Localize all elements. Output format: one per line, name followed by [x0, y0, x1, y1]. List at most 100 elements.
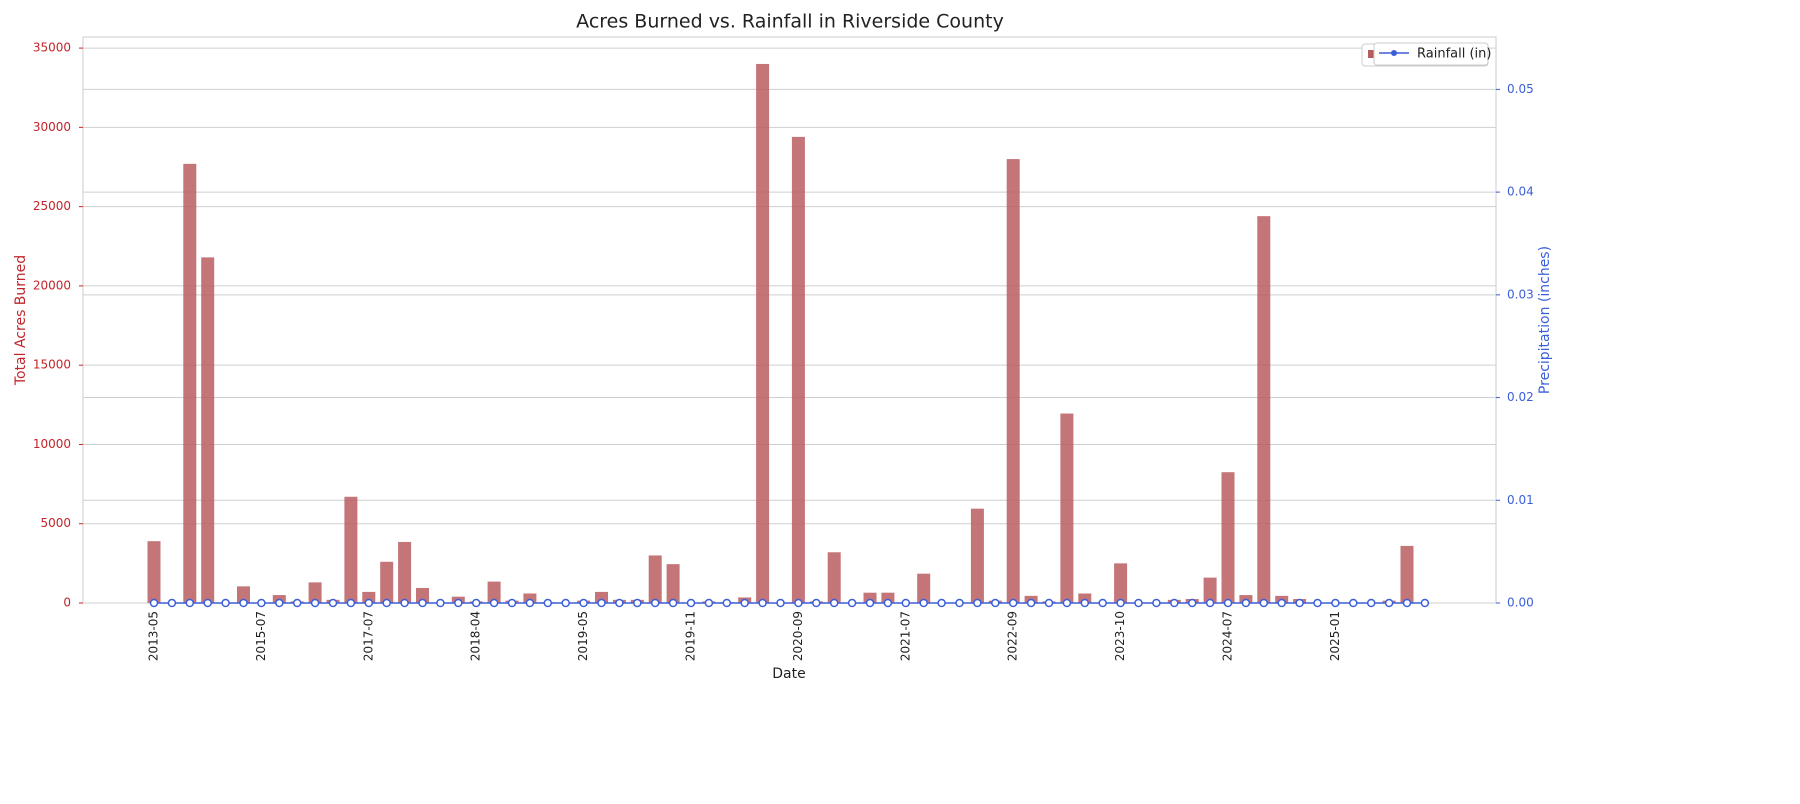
x-tick-label: 2019-11 — [684, 611, 698, 661]
y-tick-label: 35000 — [33, 41, 71, 55]
marker — [1098, 598, 1107, 608]
bar — [398, 541, 412, 603]
marker — [1223, 598, 1233, 608]
marker — [1349, 598, 1358, 608]
marker — [615, 598, 624, 608]
marker — [955, 598, 964, 608]
marker — [1241, 598, 1251, 608]
marker — [865, 598, 875, 608]
bar — [147, 541, 161, 603]
marker — [776, 598, 785, 608]
bar — [1078, 593, 1092, 603]
marker — [221, 598, 230, 608]
bar — [756, 63, 770, 603]
bar — [237, 586, 250, 603]
x-tick-label: 2023-10 — [1113, 611, 1127, 661]
chart-title: Acres Burned vs. Rainfall in Riverside C… — [576, 11, 1004, 33]
x-tick-label: 2020-09 — [791, 611, 805, 661]
x-tick-label: 2017-07 — [361, 611, 375, 661]
marker — [507, 598, 517, 608]
marker — [722, 598, 732, 608]
marker — [704, 598, 714, 608]
marker — [812, 598, 821, 608]
marker — [1062, 598, 1072, 608]
bar — [863, 592, 877, 603]
marker — [382, 598, 391, 608]
marker — [901, 598, 911, 608]
bar — [1006, 159, 1020, 603]
x-tick-label: 2025-01 — [1328, 611, 1342, 661]
marker — [400, 598, 409, 608]
x-axis-label: Date — [772, 666, 805, 682]
legend-label: Rainfall (in) — [1417, 47, 1491, 62]
marker — [937, 598, 946, 608]
bar — [917, 573, 931, 603]
bar — [344, 496, 358, 603]
y2-tick-label: 0.05 — [1507, 82, 1534, 96]
marker — [239, 598, 248, 608]
marker — [1170, 598, 1179, 608]
y2-tick-label: 0.00 — [1507, 596, 1534, 610]
marker — [275, 598, 284, 608]
x-tick-label: 2019-05 — [576, 611, 590, 661]
marker — [633, 598, 642, 608]
marker — [758, 598, 767, 608]
marker — [1026, 598, 1036, 608]
bar — [487, 581, 501, 603]
bar — [1400, 545, 1414, 603]
marker — [668, 598, 678, 608]
marker — [883, 598, 893, 608]
marker — [471, 598, 481, 608]
bar — [1114, 563, 1128, 603]
marker — [561, 598, 570, 608]
bar — [201, 257, 215, 603]
y-tick-label: 30000 — [33, 120, 71, 134]
marker — [185, 598, 195, 608]
marker — [364, 598, 374, 608]
bar — [1203, 577, 1217, 603]
bar — [1060, 413, 1074, 603]
x-tick-label: 2013-05 — [147, 611, 161, 661]
marker — [829, 598, 839, 608]
x-tick-label: 2022-09 — [1006, 611, 1020, 661]
marker — [1277, 598, 1286, 608]
y-tick-label: 15000 — [33, 358, 71, 372]
x-tick-label: 2021-07 — [898, 611, 912, 661]
marker — [919, 598, 928, 608]
marker — [1116, 598, 1125, 608]
marker — [310, 598, 320, 608]
marker — [1152, 598, 1161, 608]
grid — [83, 47, 1496, 604]
marker — [1134, 598, 1143, 608]
marker — [1295, 598, 1304, 608]
marker — [1420, 598, 1430, 608]
y2-tick-label: 0.03 — [1507, 287, 1534, 301]
y2-tick-label: 0.04 — [1507, 185, 1534, 199]
y2-tick-label: 0.02 — [1507, 390, 1534, 404]
bar — [183, 163, 197, 604]
y2-tick-label: 0.01 — [1507, 493, 1534, 507]
marker — [149, 598, 159, 608]
x-tick-label: 2024-07 — [1221, 611, 1235, 661]
bar — [416, 587, 429, 603]
y-tick-label: 0 — [63, 596, 71, 610]
legend-box — [1373, 42, 1489, 66]
marker — [650, 598, 660, 608]
marker — [436, 598, 445, 608]
marker — [847, 598, 857, 608]
legend-swatch — [1368, 50, 1376, 58]
y2-axis-label: Precipitation (inches) — [1537, 246, 1553, 394]
marker — [597, 598, 606, 608]
marker — [740, 598, 749, 608]
marker — [1044, 598, 1054, 608]
bar — [595, 591, 608, 603]
bar — [1257, 216, 1271, 604]
y-tick-label: 5000 — [40, 516, 71, 530]
marker — [686, 598, 696, 608]
marker — [328, 598, 338, 608]
y-tick-label: 10000 — [33, 437, 71, 451]
bar — [523, 593, 537, 603]
legend-marker — [1391, 50, 1397, 56]
marker — [418, 598, 427, 608]
